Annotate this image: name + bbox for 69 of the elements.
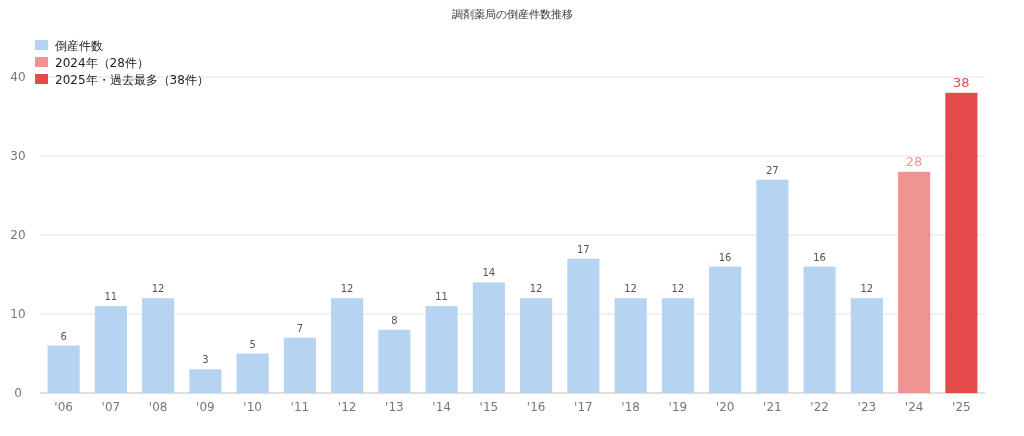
x-tick-label: '18	[621, 400, 640, 414]
y-tick-label: 40	[10, 70, 26, 84]
data-label: 28	[905, 153, 923, 169]
bar	[898, 171, 931, 393]
bar	[425, 306, 458, 393]
x-tick-label: '23	[857, 400, 877, 414]
bar	[614, 298, 647, 393]
data-label: 7	[296, 322, 304, 334]
x-tick-label: '15	[479, 400, 499, 414]
data-label: 16	[813, 251, 826, 263]
x-tick-label: '20	[715, 400, 735, 414]
bar	[945, 92, 978, 393]
bar	[189, 369, 222, 393]
bar	[661, 298, 694, 393]
x-tick-label: '11	[290, 400, 310, 414]
y-tick-label: 0	[14, 386, 22, 400]
bar	[850, 298, 883, 393]
data-label: 11	[104, 291, 118, 303]
x-tick-label: '25	[952, 400, 971, 414]
x-tick-label: '06	[54, 400, 73, 414]
data-label: 8	[391, 314, 398, 326]
data-label: 12	[671, 283, 685, 295]
data-label: 6	[60, 330, 67, 342]
x-tick-label: '14	[432, 400, 451, 414]
y-tick-label: 30	[10, 149, 26, 163]
bar	[520, 298, 553, 393]
bar	[142, 298, 175, 393]
data-label: 3	[202, 354, 209, 366]
bar	[472, 282, 505, 393]
data-label: 38	[953, 74, 970, 90]
data-label: 14	[482, 267, 496, 279]
x-tick-label: '21	[763, 400, 782, 414]
y-tick-label: 10	[10, 307, 26, 321]
data-label: 27	[766, 164, 779, 176]
x-tick-label: '19	[668, 400, 688, 414]
chart-title: 調剤薬局の倒産件数推移	[451, 8, 573, 21]
bar	[236, 353, 269, 393]
data-label: 12	[529, 283, 543, 295]
y-tick-label: 20	[10, 228, 26, 242]
data-label: 12	[151, 283, 165, 295]
data-label: 17	[577, 243, 590, 255]
x-tick-label: '24	[904, 400, 924, 414]
data-label: 12	[860, 283, 874, 295]
x-tick-label: '09	[196, 400, 215, 414]
x-tick-label: '22	[810, 400, 829, 414]
bar	[47, 345, 80, 393]
legend-label: 2024年（28件）	[55, 55, 149, 70]
bar	[94, 306, 127, 393]
data-label: 12	[624, 283, 637, 295]
data-label: 16	[718, 251, 732, 263]
x-tick-label: '13	[385, 400, 404, 414]
x-tick-label: '10	[243, 400, 262, 414]
x-tick-label: '07	[101, 400, 121, 414]
bar	[709, 266, 742, 393]
legend-label: 倒産件数	[55, 38, 103, 53]
bar	[283, 337, 316, 393]
bar	[803, 266, 836, 393]
x-tick-label: '17	[574, 400, 593, 414]
bar	[331, 298, 364, 393]
bar	[756, 179, 789, 393]
data-label: 5	[249, 338, 256, 350]
x-tick-label: '12	[337, 400, 357, 414]
bar	[378, 329, 411, 393]
x-tick-label: '16	[526, 400, 546, 414]
x-tick-label: '08	[148, 400, 168, 414]
data-label: 12	[340, 283, 354, 295]
bar	[567, 258, 600, 393]
legend-label: 2025年・過去最多（38件）	[55, 72, 209, 87]
data-label: 11	[435, 291, 448, 303]
